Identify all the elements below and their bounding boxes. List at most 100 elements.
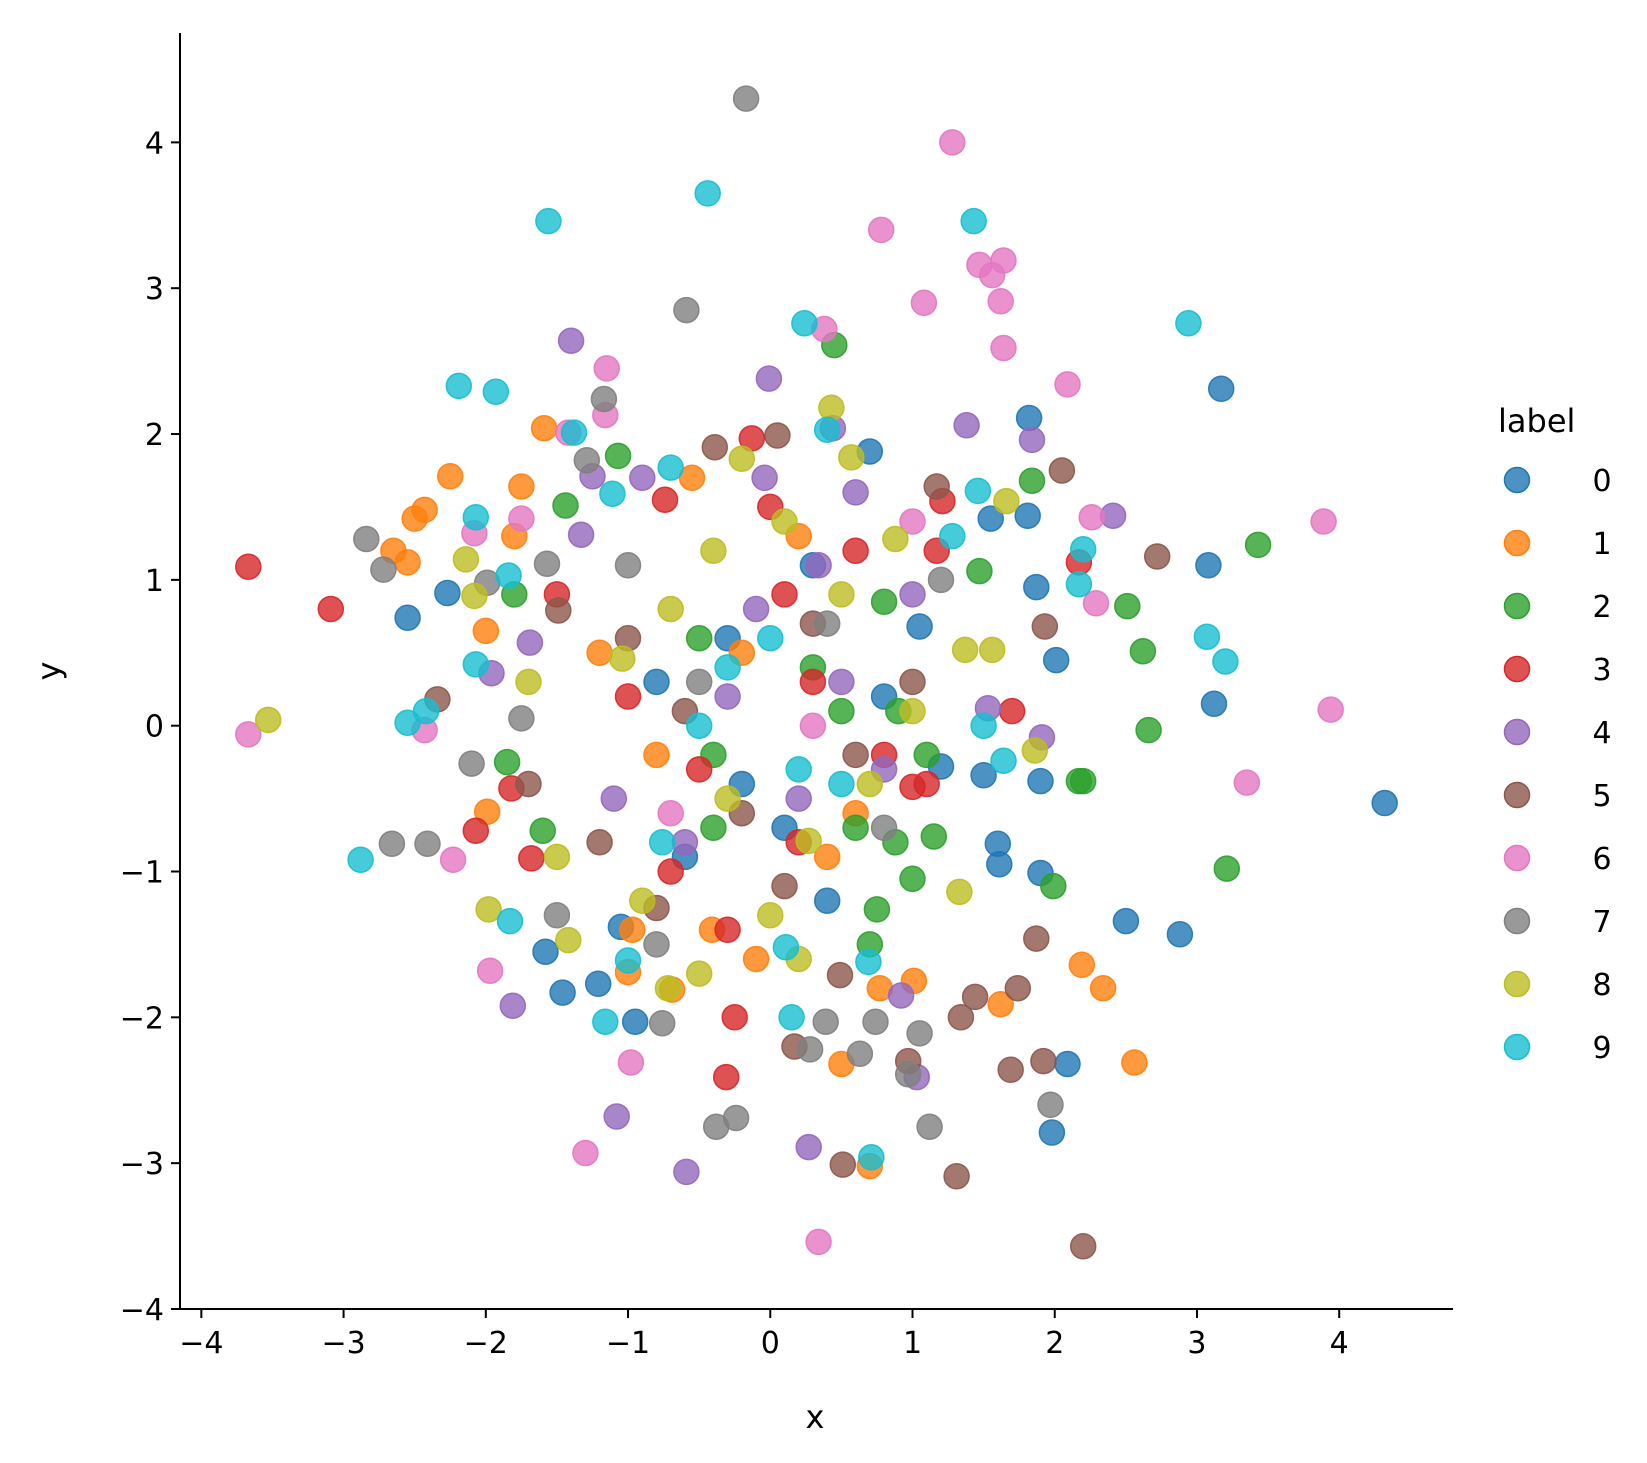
point-label-7: [614, 552, 642, 579]
point-label-8: [978, 636, 1006, 664]
point-label-3: [721, 1004, 748, 1031]
point-label-0: [1015, 404, 1043, 432]
legend-marker-0: [1503, 466, 1531, 494]
point-label-6: [1054, 371, 1081, 398]
point-label-2: [529, 817, 556, 844]
point-label-5: [899, 668, 926, 696]
point-label-9: [1212, 648, 1239, 675]
point-label-7: [590, 385, 618, 413]
point-label-9: [495, 562, 522, 589]
x-tick-label: −4: [179, 1326, 223, 1361]
point-label-0: [584, 970, 612, 998]
point-label-5: [1048, 457, 1076, 484]
point-label-9: [535, 207, 562, 235]
y-axis-label: y: [30, 662, 68, 681]
point-label-8: [757, 902, 784, 929]
point-label-1: [530, 414, 558, 442]
legend-marker-1: [1503, 529, 1531, 557]
point-label-5: [997, 1056, 1024, 1084]
x-tick-label: 2: [1045, 1326, 1064, 1361]
point-label-6: [867, 216, 895, 244]
point-label-1: [619, 916, 646, 944]
point-label-1: [401, 505, 428, 532]
point-label-9: [648, 829, 676, 856]
point-label-9: [482, 378, 510, 405]
point-label-3: [657, 858, 684, 885]
point-label-0: [906, 613, 933, 640]
point-label-7: [870, 814, 898, 842]
point-label-7: [508, 705, 535, 732]
point-label-4: [603, 1103, 630, 1130]
series-1: [380, 414, 1148, 1180]
legend-title: label: [1498, 402, 1575, 440]
point-label-8: [609, 645, 636, 672]
point-label-5: [1004, 974, 1032, 1002]
point-label-4: [755, 365, 783, 392]
point-label-9: [960, 207, 987, 235]
point-label-9: [757, 624, 784, 652]
point-label-5: [947, 1004, 975, 1031]
point-label-8: [555, 926, 582, 954]
point-label-0: [1166, 920, 1194, 948]
point-label-8: [951, 636, 979, 664]
point-label-8: [882, 525, 909, 553]
point-label-5: [701, 433, 729, 461]
x-tick-label: 4: [1330, 1326, 1349, 1361]
point-label-8: [946, 878, 973, 906]
point-label-9: [347, 846, 374, 874]
point-label-6: [593, 355, 620, 382]
x-tick-label: 1: [903, 1326, 922, 1361]
point-label-9: [614, 947, 642, 974]
point-label-8: [685, 960, 713, 987]
point-label-9: [1069, 535, 1097, 563]
point-label-1: [643, 741, 670, 769]
point-label-1: [987, 990, 1014, 1018]
point-label-6: [235, 721, 262, 748]
point-label-2: [685, 624, 713, 652]
point-label-9: [1193, 623, 1221, 650]
point-label-2: [1018, 467, 1046, 494]
point-label-0: [1042, 646, 1070, 674]
point-label-7: [353, 525, 380, 553]
point-label-0: [1371, 789, 1398, 817]
series-6: [235, 129, 1344, 1256]
point-label-9: [1175, 309, 1202, 337]
point-label-0: [813, 887, 841, 914]
point-label-1: [1068, 951, 1096, 979]
series-5: [424, 422, 1171, 1260]
point-label-2: [1213, 855, 1241, 882]
point-label-4: [557, 327, 585, 354]
point-label-7: [673, 296, 700, 324]
point-label-3: [712, 1063, 740, 1091]
point-label-7: [812, 1008, 839, 1035]
point-label-4: [629, 464, 656, 492]
point-label-0: [549, 979, 576, 1006]
point-label-6: [617, 1049, 645, 1076]
point-label-9: [496, 907, 524, 935]
point-label-5: [771, 872, 798, 900]
point-label-4: [953, 412, 980, 439]
point-label-6: [508, 505, 535, 532]
legend-marker-6: [1503, 844, 1531, 872]
point-label-0: [1207, 375, 1235, 403]
point-label-4: [671, 829, 699, 856]
point-label-4: [828, 668, 855, 696]
point-label-0: [1014, 502, 1041, 529]
point-label-4: [842, 479, 869, 506]
point-label-1: [678, 464, 706, 492]
point-label-1: [1121, 1049, 1148, 1076]
point-label-2: [870, 588, 898, 615]
point-label-7: [813, 610, 841, 637]
point-label-8: [629, 887, 656, 914]
point-label-0: [1023, 573, 1050, 601]
x-tick-label: −1: [606, 1326, 650, 1361]
point-label-9: [657, 454, 684, 481]
point-label-8: [1021, 737, 1049, 764]
point-label-7: [862, 1008, 889, 1035]
point-label-0: [986, 850, 1013, 878]
point-label-3: [771, 581, 798, 608]
point-label-7: [643, 931, 670, 958]
point-label-3: [913, 770, 940, 798]
point-label-8: [828, 581, 855, 608]
point-label-2: [966, 557, 993, 585]
